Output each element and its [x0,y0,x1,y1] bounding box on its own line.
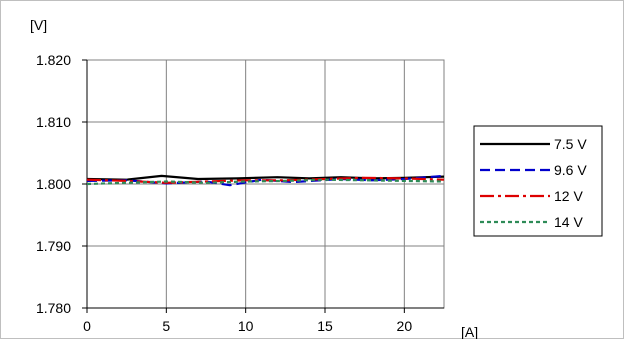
series-line-14-v [86,178,445,186]
series-layer [86,174,445,187]
y-tick-label: 1.800 [36,176,71,192]
y-tick-label: 1.780 [36,300,71,316]
axis-layer: 1.780 1.790 1.800 1.810 1.820 0 5 10 15 20 [36,52,444,334]
y-tick-label: 1.790 [36,238,71,254]
y-axis-label: [V] [30,17,47,33]
legend-label: 14 V [554,214,583,230]
x-tick-label: 15 [317,318,333,334]
legend-label: 9.6 V [554,162,587,178]
grid-layer [87,60,444,308]
x-tick-label: 5 [162,318,170,334]
x-tick-label: 20 [397,318,413,334]
x-tick-label: 0 [83,318,91,334]
y-tick-label: 1.820 [36,52,71,68]
series-line-7-5-v [86,174,445,181]
legend: 7.5 V 9.6 V 12 V 14 V [473,125,603,237]
legend-label: 7.5 V [554,136,587,152]
y-tick-label: 1.810 [36,114,71,130]
x-axis-label: [A] [461,324,478,339]
legend-label: 12 V [554,188,583,204]
x-tick-label: 10 [238,318,254,334]
